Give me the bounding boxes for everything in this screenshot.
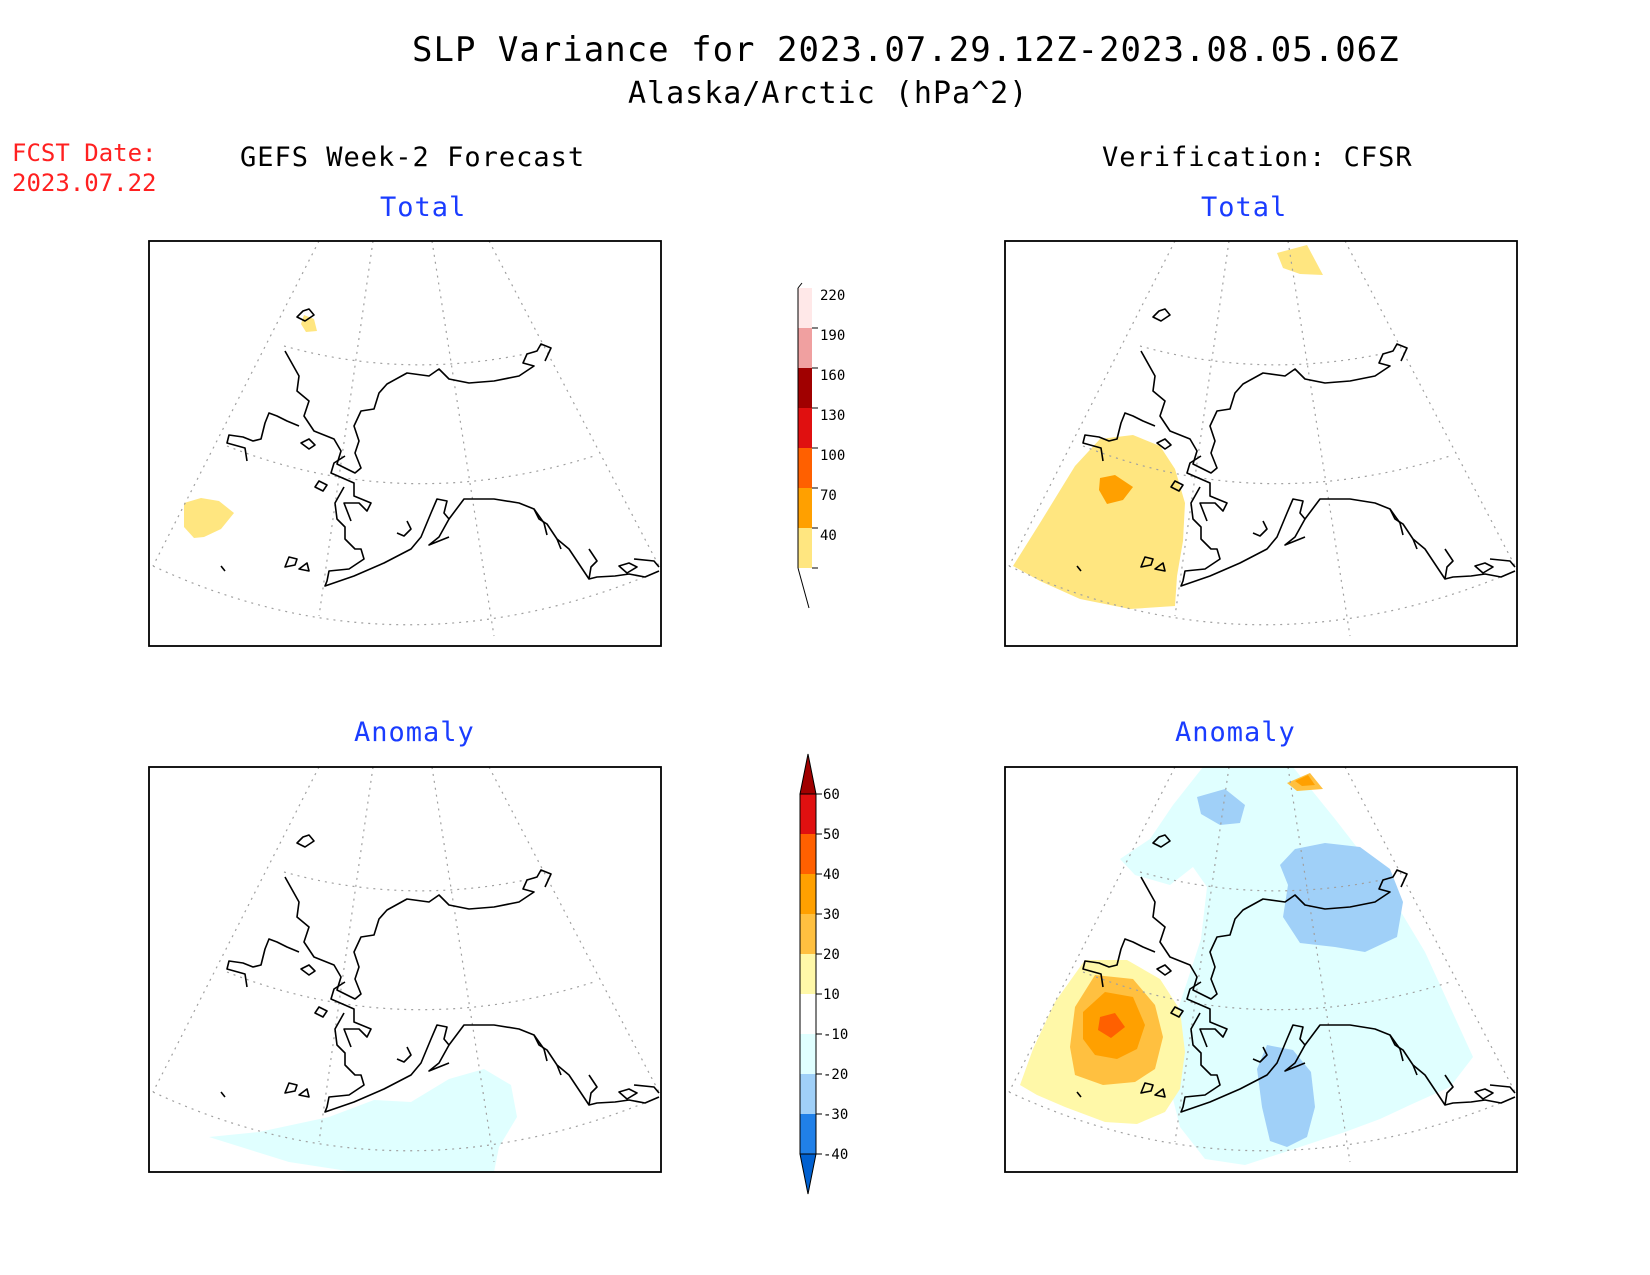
colorbar-total-swatch-6 <box>798 288 812 328</box>
colorbar-anomaly-swatch-7 <box>800 874 816 914</box>
panel-title-verification-total: Total <box>1201 192 1288 223</box>
contour-fill-verification-anomaly-positive-core <box>1098 1013 1125 1038</box>
contour-fill-verification-anomaly-blue-north <box>1197 789 1245 825</box>
colorbar-anomaly: -40 -30 -20 -10 10 20 30 40 50 60 <box>799 753 848 1195</box>
colorbar-total-label: 100 <box>820 448 845 464</box>
panel-title-forecast-total: Total <box>380 192 467 223</box>
map-panel-forecast-total <box>148 240 662 647</box>
colorbar-total-swatch-0 <box>798 528 812 568</box>
map-subtitle: Alaska/Arctic (hPa^2) <box>628 76 1029 111</box>
contour-fill-forecast-anomaly <box>209 1069 517 1172</box>
colorbar-total-label: 160 <box>820 368 845 384</box>
colorbar-anomaly-label: 50 <box>823 827 840 843</box>
colorbar-anomaly-label: 60 <box>823 787 840 803</box>
map-panel-forecast-anomaly <box>148 766 662 1173</box>
colorbar-anomaly-swatch-4 <box>800 994 816 1034</box>
colorbar-total: 40 70 100 130 160 190 220 <box>797 282 845 609</box>
colorbar-anomaly-swatch-3 <box>800 1034 816 1074</box>
colorbar-total-swatch-1 <box>798 488 812 528</box>
colorbar-anomaly-swatch-1 <box>800 1114 816 1154</box>
map-frame <box>1004 766 1518 1173</box>
colorbar-anomaly-label: -20 <box>823 1067 848 1083</box>
colorbar-total-swatch-4 <box>798 368 812 408</box>
contour-fill-forecast-total-west <box>184 498 234 538</box>
colorbar-total-label: 190 <box>820 328 845 344</box>
colorbar-anomaly-swatch-2 <box>800 1074 816 1114</box>
column-header-forecast: GEFS Week-2 Forecast <box>240 142 586 173</box>
colorbar-anomaly-swatch-10 <box>799 753 817 795</box>
colorbar-anomaly-swatch-0 <box>799 1153 817 1195</box>
contour-fill-verification-anomaly-blue-mid <box>1280 843 1403 952</box>
colorbar-anomaly-label: -40 <box>823 1147 848 1163</box>
contour-fill-verification-total-core <box>1099 475 1133 504</box>
map-title: SLP Variance for 2023.07.29.12Z-2023.08.… <box>412 30 1400 70</box>
colorbar-anomaly-label: -30 <box>823 1107 848 1123</box>
colorbar-anomaly-label: 10 <box>823 987 840 1003</box>
colorbar-total-swatch-2 <box>798 448 812 488</box>
column-header-verification: Verification: CFSR <box>1102 142 1413 173</box>
map-frame <box>1004 240 1518 647</box>
colorbar-anomaly-swatch-6 <box>800 914 816 954</box>
colorbar-anomaly-label: 30 <box>823 907 840 923</box>
colorbar-total-label: 130 <box>820 408 845 424</box>
map-frame <box>148 766 662 1173</box>
contour-fill-forecast-total-north <box>301 315 317 332</box>
colorbar-anomaly-label: -10 <box>823 1027 848 1043</box>
colorbar-total-label: 40 <box>820 528 837 544</box>
forecast-date-value: 2023.07.22 <box>12 169 157 197</box>
contour-fill-verification-total-north <box>1277 245 1323 275</box>
contour-fill-verification-anomaly-negative <box>1120 767 1473 1165</box>
map-panel-verification-anomaly <box>1004 766 1518 1173</box>
map-frame <box>148 240 662 647</box>
colorbar-total-swatch-5 <box>798 328 812 368</box>
panel-title-verification-anomaly: Anomaly <box>1175 717 1296 748</box>
map-panel-verification-total <box>1004 240 1518 647</box>
panel-title-forecast-anomaly: Anomaly <box>354 717 475 748</box>
colorbar-anomaly-swatch-8 <box>800 834 816 874</box>
forecast-date-label: FCST Date: <box>12 139 157 167</box>
colorbar-anomaly-swatch-5 <box>800 954 816 994</box>
colorbar-total-label: 70 <box>820 488 837 504</box>
colorbar-anomaly-label: 40 <box>823 867 840 883</box>
colorbar-total-label: 220 <box>820 288 845 304</box>
colorbar-anomaly-label: 20 <box>823 947 840 963</box>
colorbar-total-swatch-3 <box>798 408 812 448</box>
colorbar-anomaly-swatch-9 <box>800 794 816 834</box>
